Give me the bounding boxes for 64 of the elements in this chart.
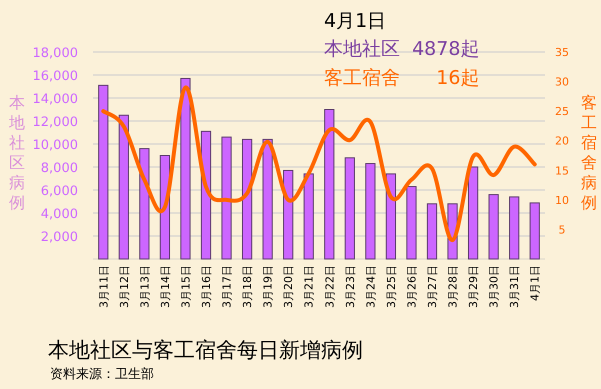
x-tick-label: 3月23日 (344, 265, 357, 308)
text: 本地社区与客工宿舍每日新增病例 (48, 338, 363, 362)
x-tick-label: 3月16日 (200, 265, 213, 308)
x-tick-label: 3月26日 (405, 265, 418, 308)
x-tick-label: 3月27日 (426, 265, 439, 308)
y-tick-label: 14,000 (32, 92, 78, 107)
bar (324, 109, 334, 260)
y-tick-label: 2,000 (40, 230, 78, 245)
y2-tick-label: 15 (555, 164, 569, 178)
y2-tick-label: 30 (555, 76, 569, 89)
bar (530, 202, 540, 260)
y2-tick-label: 20 (555, 134, 569, 148)
y-tick-label: 6,000 (40, 184, 78, 199)
x-tick-label: 3月17日 (220, 265, 234, 308)
y-tick-label: 12,000 (32, 115, 78, 130)
bar (98, 84, 108, 260)
bar (283, 170, 294, 260)
x-tick-label: 3月12日 (118, 265, 131, 308)
bar (242, 138, 252, 260)
x-tick-label: 3月18日 (241, 265, 254, 308)
x-tick-label: 3月31日 (508, 265, 522, 308)
x-tick-label: 3月19日 (262, 265, 275, 308)
x-tick-label: 3月13日 (138, 265, 152, 308)
bar (468, 166, 478, 260)
y-tick-label: 18,000 (32, 46, 78, 61)
x-tick-label: 3月25日 (384, 265, 398, 308)
bar (304, 173, 314, 260)
y-tick-label: 10,000 (32, 138, 78, 153)
x-tick-label: 3月28日 (446, 265, 460, 308)
bar (509, 196, 520, 260)
y-axis-title: 本地社区病例 (8, 93, 25, 212)
x-tick-label: 3月14日 (158, 265, 172, 308)
x-tick-label: 3月15日 (179, 265, 192, 308)
x-tick-label: 4月1日 (528, 265, 542, 301)
x-tick-label: 3月21日 (302, 265, 316, 308)
bar (180, 78, 191, 260)
y2-tick-label: 5 (558, 223, 566, 236)
bar (262, 138, 273, 260)
y2-tick-label: 35 (555, 46, 569, 59)
bar (118, 114, 129, 260)
y2-tick-label: 10 (555, 194, 569, 207)
y-tick-label: 8,000 (40, 161, 78, 176)
bar (426, 203, 438, 260)
line-series (101, 85, 537, 242)
bar (221, 136, 232, 260)
x-tick-label: 3月22日 (323, 265, 336, 308)
x-tick-label: 3月11日 (97, 265, 110, 308)
y2-axis-title: 客工宿舍病例 (581, 93, 597, 212)
x-tick-label: 3月30日 (488, 265, 501, 308)
y-tick-label: 4,000 (40, 207, 78, 222)
x-tick-label: 3月20日 (282, 265, 296, 308)
bar (139, 148, 150, 260)
bar (365, 163, 376, 260)
text: 资料来源：卫生部 (50, 367, 154, 382)
bar (406, 186, 417, 260)
text: 4月1日 (324, 10, 386, 32)
y-tick-label: 16,000 (32, 69, 78, 84)
annotation: 客工宿舍 16起 (324, 67, 480, 89)
annotation: 本地社区 4878起 (324, 38, 480, 60)
bar (488, 194, 499, 260)
bar (344, 157, 355, 260)
y2-tick-label: 25 (555, 105, 569, 118)
x-tick-label: 3月29日 (467, 265, 480, 308)
x-tick-label: 3月24日 (364, 265, 378, 308)
